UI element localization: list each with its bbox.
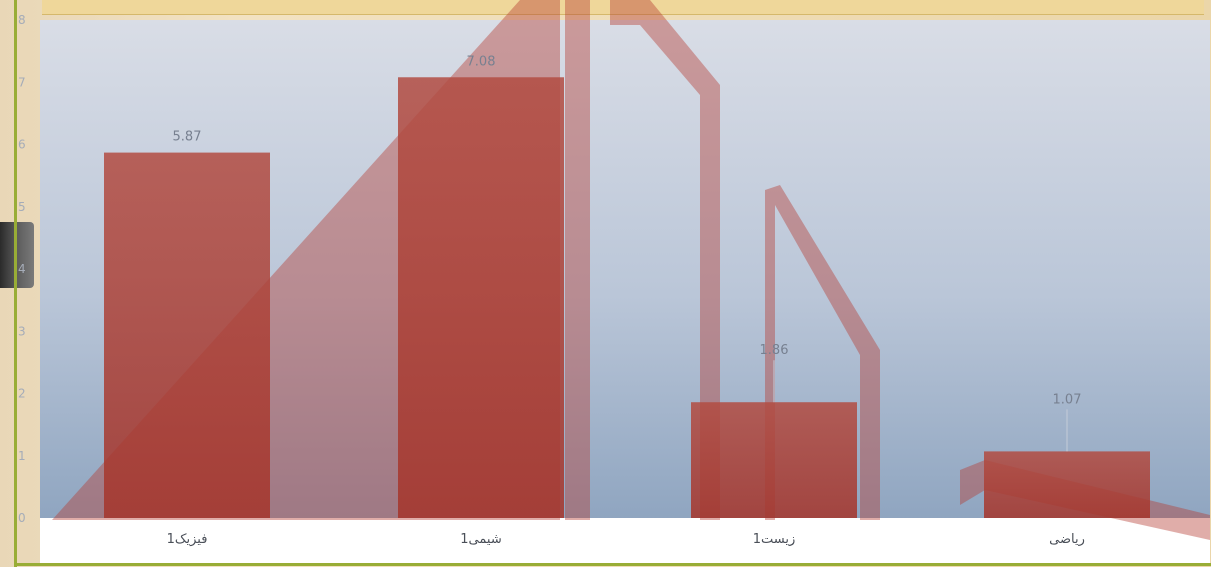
top-strip (42, 0, 1204, 15)
y-tick-label: 8 (18, 13, 26, 27)
data-label: 1.07 (1053, 392, 1082, 407)
bar (104, 152, 270, 518)
category-label: ریاضی (1049, 532, 1085, 547)
data-label: 7.08 (467, 54, 496, 69)
bar (398, 77, 564, 519)
category-label: زیست1 (753, 532, 796, 547)
bar (984, 451, 1150, 518)
category-label: فیزیک1 (167, 532, 208, 547)
value-labels: 5.87 7.08 1.86 1.07 (173, 54, 1082, 452)
data-label: 1.86 (760, 343, 789, 358)
data-label: 5.87 (173, 130, 202, 145)
frame-bottom (14, 563, 1211, 566)
y-tick-label: 3 (18, 324, 26, 338)
y-axis: 0 1 2 3 4 5 6 7 8 (18, 13, 26, 525)
y-tick-label: 7 (18, 75, 26, 89)
y-tick-label: 0 (18, 511, 26, 525)
bar (691, 402, 857, 518)
y-tick-label: 6 (18, 138, 26, 152)
plot-bottom-band (40, 518, 1210, 563)
y-tick-label: 1 (18, 449, 26, 463)
y-tick-label: 4 (18, 262, 26, 276)
bar-series (104, 77, 1150, 519)
category-label: شیمی1 (460, 532, 501, 547)
y-tick-label: 2 (18, 387, 26, 401)
frame-left (14, 0, 17, 567)
x-axis: فیزیک1 شیمی1 زیست1 ریاضی (167, 532, 1085, 547)
y-tick-label: 5 (18, 200, 26, 214)
